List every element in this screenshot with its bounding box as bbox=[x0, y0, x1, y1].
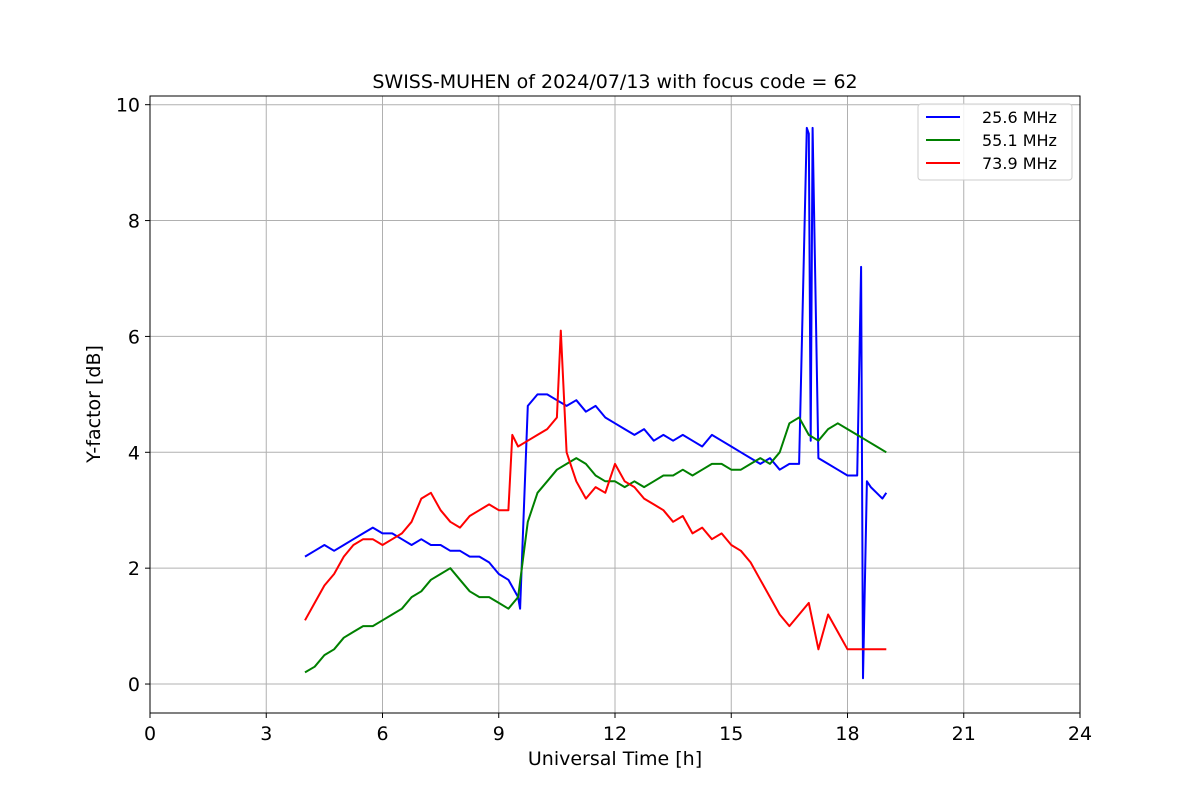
legend-box bbox=[917, 103, 1073, 181]
y-tick-label: 6 bbox=[128, 326, 140, 348]
x-axis-label: Universal Time [h] bbox=[528, 748, 702, 770]
series-line-73-9-mhz bbox=[304, 329, 887, 651]
x-tick-label: 21 bbox=[952, 723, 976, 745]
grid bbox=[150, 96, 1080, 713]
legend-label-55-1-mhz: 55.1 MHz bbox=[982, 131, 1057, 150]
series-lines bbox=[304, 126, 888, 680]
x-tick-label: 24 bbox=[1068, 723, 1092, 745]
series-line-25-6-mhz bbox=[304, 126, 888, 680]
x-tick-label: 15 bbox=[719, 723, 743, 745]
chart-title: SWISS-MUHEN of 2024/07/13 with focus cod… bbox=[372, 71, 857, 93]
x-tick-label: 18 bbox=[835, 723, 859, 745]
y-tick-label: 0 bbox=[128, 674, 140, 696]
legend-label-73-9-mhz: 73.9 MHz bbox=[982, 154, 1057, 173]
y-axis-label: Y-factor [dB] bbox=[83, 345, 105, 464]
y-tick-label: 2 bbox=[128, 558, 140, 580]
y-tick-label: 8 bbox=[128, 211, 140, 233]
legend: 25.6 MHz 55.1 MHz 73.9 MHz bbox=[917, 103, 1073, 181]
series-line-55-1-mhz bbox=[304, 416, 887, 674]
x-tick-label: 6 bbox=[376, 723, 388, 745]
y-tick-label: 4 bbox=[128, 442, 140, 464]
x-tick-label: 3 bbox=[260, 723, 272, 745]
x-tick-label: 9 bbox=[493, 723, 505, 745]
y-tick-label: 10 bbox=[116, 95, 140, 117]
legend-label-25-6-mhz: 25.6 MHz bbox=[982, 108, 1057, 127]
x-tick-label: 12 bbox=[603, 723, 627, 745]
x-tick-label: 0 bbox=[144, 723, 156, 745]
